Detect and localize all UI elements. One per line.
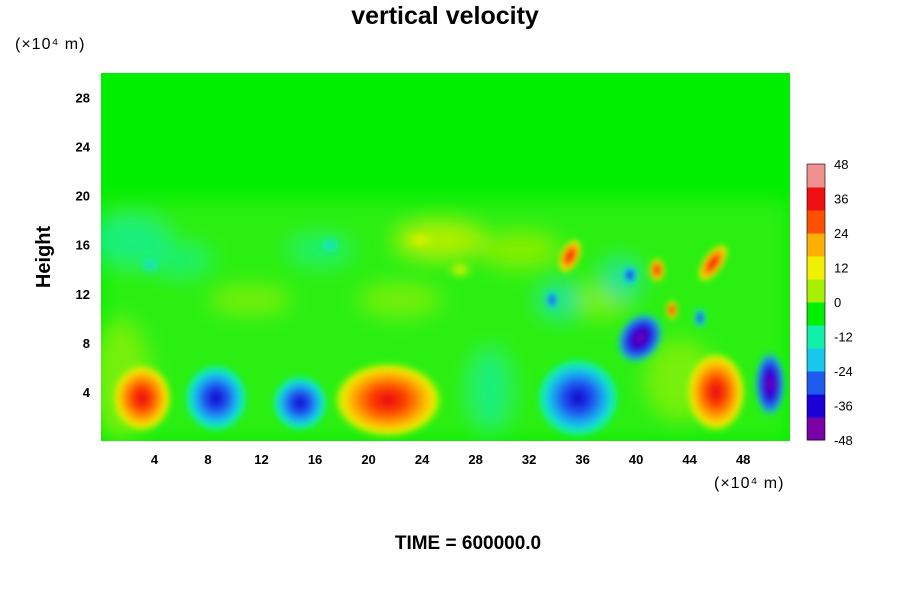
- y-tick-label: 12: [76, 287, 90, 302]
- y-tick-label: 16: [76, 238, 90, 253]
- y-ticks: 4 8 12 16 20 24 28: [76, 91, 91, 400]
- colorbar-frame: [806, 163, 826, 441]
- chart-title: vertical velocity: [351, 2, 539, 30]
- colorbar-swatch: [807, 371, 825, 395]
- colorbar-tick-label: -36: [834, 399, 853, 414]
- colorbar-tick-label: 24: [834, 226, 848, 241]
- x-tick-label: 28: [468, 452, 482, 467]
- x-tick-label: 8: [204, 452, 211, 467]
- y-tick-label: 4: [83, 385, 91, 400]
- x-tick-label: 24: [415, 452, 430, 467]
- plot-area: [101, 73, 790, 441]
- colorbar-swatch: [807, 233, 825, 257]
- y-tick-label: 24: [76, 140, 91, 155]
- x-tick-label: 44: [682, 452, 697, 467]
- y-unit-label: (×10⁴ m): [15, 36, 85, 53]
- y-axis-label: Height: [33, 226, 55, 289]
- x-tick-label: 36: [575, 452, 589, 467]
- x-tick-label: 4: [151, 452, 159, 467]
- colorbar-tick-label: -48: [834, 433, 853, 448]
- time-label: TIME = 600000.0: [395, 533, 541, 554]
- colorbar-tick-label: 36: [834, 192, 848, 207]
- colorbar-swatch: [807, 394, 825, 418]
- velocity-cells: [112, 230, 786, 438]
- colorbar-swatch: [807, 187, 825, 211]
- colorbar-tick-label: -24: [834, 364, 853, 379]
- x-ticks: 4 8 12 16 20 24 28 32 36 40 44 48: [151, 452, 751, 467]
- colorbar: 48 36 24 12 0 -12 -24 -36 -48: [806, 157, 853, 448]
- y-tick-label: 8: [83, 336, 90, 351]
- colorbar-swatch: [807, 417, 825, 441]
- y-tick-label: 28: [76, 91, 90, 106]
- colorbar-swatch: [807, 256, 825, 280]
- colorbar-swatch: [807, 348, 825, 372]
- colorbar-swatch: [807, 279, 825, 303]
- x-tick-label: 32: [522, 452, 536, 467]
- colorbar-tick-label: 12: [834, 261, 848, 276]
- x-unit-label: (×10⁴ m): [714, 475, 784, 492]
- x-tick-label: 20: [361, 452, 375, 467]
- x-tick-label: 40: [629, 452, 643, 467]
- x-tick-label: 48: [736, 452, 750, 467]
- colorbar-swatch: [807, 210, 825, 234]
- colorbar-tick-label: 0: [834, 295, 841, 310]
- colorbar-swatch: [807, 325, 825, 349]
- x-tick-label: 12: [254, 452, 268, 467]
- colorbar-swatch: [807, 164, 825, 188]
- colorbar-tick-label: -12: [834, 330, 853, 345]
- x-tick-label: 16: [308, 452, 322, 467]
- colorbar-swatch: [807, 302, 825, 326]
- y-tick-label: 20: [76, 189, 90, 204]
- colorbar-tick-label: 48: [834, 157, 848, 172]
